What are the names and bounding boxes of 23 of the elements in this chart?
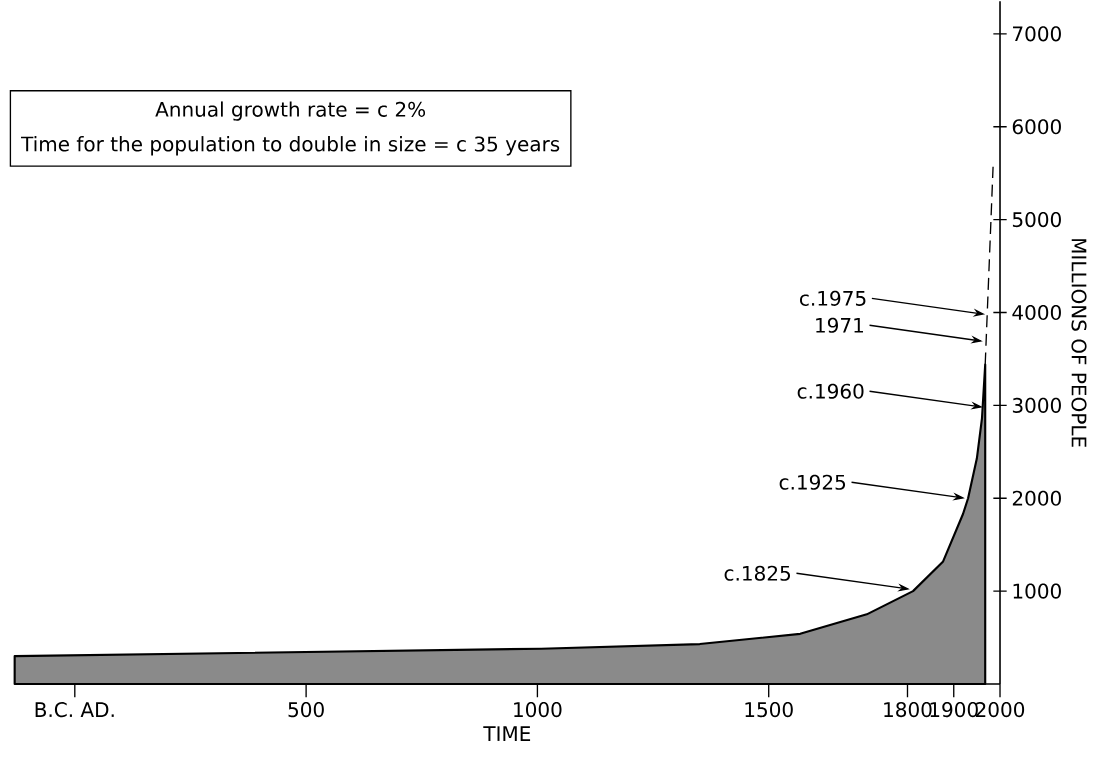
y-tick-label: 2000 <box>1012 490 1061 506</box>
annotation: c.1925 <box>779 474 846 490</box>
annotation: c.1960 <box>797 383 864 399</box>
x-tick-label: B.C. AD. <box>35 702 114 718</box>
x-tick-label: 1000 <box>514 702 562 718</box>
annotation: Time for the population to double in size = c 35 years <box>21 136 560 156</box>
x-tick-label: 1500 <box>745 702 793 718</box>
x-axis-title: TIME <box>483 726 531 741</box>
x-tick-label: 1800 <box>884 702 932 718</box>
y-tick-label: 6000 <box>1012 119 1061 135</box>
y-tick-label: 7000 <box>1013 26 1061 42</box>
annotation: 1971 <box>816 317 863 333</box>
x-tick-label: 500 <box>288 702 324 718</box>
annotation: Annual growth rate = c 2% <box>155 101 426 121</box>
annotation: c.1825 <box>724 565 791 581</box>
y-tick-label: 1000 <box>1013 583 1061 599</box>
annotation: c.1975 <box>800 290 866 306</box>
y-axis-title: MILLIONS OF PEOPLE <box>1071 239 1087 447</box>
x-tick-label: 2000 <box>976 702 1025 718</box>
y-tick-label: 4000 <box>1012 304 1061 321</box>
x-tick-label: 1900 <box>930 702 978 718</box>
y-tick-label: 5000 <box>1012 212 1061 228</box>
y-tick-label: 3000 <box>1012 397 1061 413</box>
